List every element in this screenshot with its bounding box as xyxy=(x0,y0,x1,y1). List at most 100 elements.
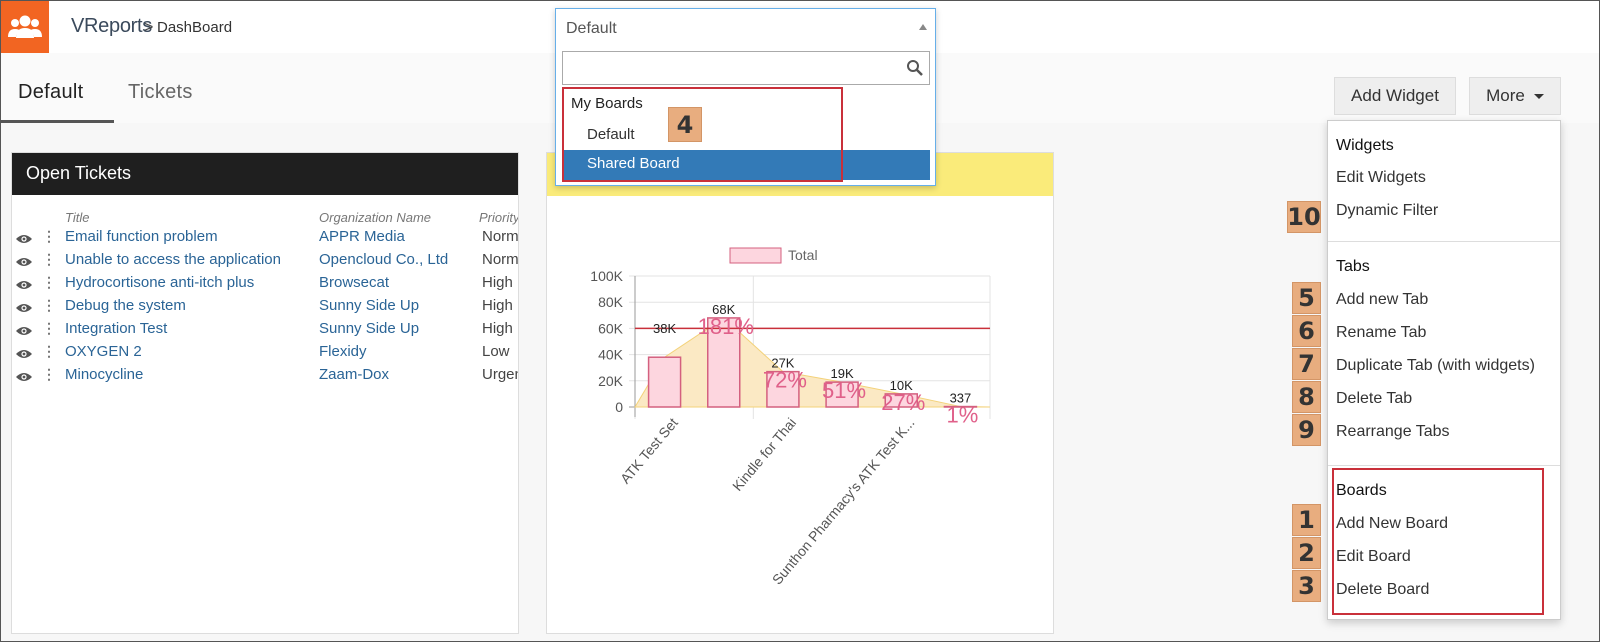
app-logo[interactable] xyxy=(1,1,49,53)
ticket-priority: Normal xyxy=(482,251,519,268)
view-eye-icon[interactable] xyxy=(16,324,32,341)
ticket-organization-link[interactable]: Sunny Side Up xyxy=(319,297,420,314)
open-tickets-widget: Open Tickets Title Organization Name Pri… xyxy=(11,152,519,634)
y-tick-label: 60K xyxy=(598,320,624,336)
ticket-title-link[interactable]: Email function problem xyxy=(65,228,218,245)
step-badge-1: 1 xyxy=(1292,504,1321,536)
y-tick-label: 0 xyxy=(615,399,623,415)
view-eye-icon[interactable] xyxy=(16,232,32,249)
menu-item-edit-widgets[interactable]: Edit Widgets xyxy=(1336,169,1426,186)
board-search-input[interactable] xyxy=(562,51,930,85)
ticket-title-link[interactable]: OXYGEN 2 xyxy=(65,343,142,360)
percent-label: 27% xyxy=(881,390,925,415)
ticket-organization-link[interactable]: Opencloud Co., Ltd xyxy=(319,251,449,268)
y-tick-label: 80K xyxy=(598,294,624,310)
board-select-dropdown[interactable]: Default My Boards Default Shared Board xyxy=(555,8,936,186)
value-label: 68K xyxy=(712,302,735,317)
column-header-priority[interactable]: Priority xyxy=(479,210,519,225)
menu-item-add-new-board[interactable]: Add New Board xyxy=(1336,515,1449,532)
row-actions-icon[interactable]: ⋮ xyxy=(42,343,56,359)
more-dropdown-menu xyxy=(1327,120,1561,620)
row-actions-icon[interactable]: ⋮ xyxy=(42,228,56,244)
table-row: ⋮ OXYGEN 2 Flexidy Low xyxy=(12,343,518,366)
ticket-title-link[interactable]: Hydrocortisone anti-itch plus xyxy=(65,274,255,291)
highlight-frame-boards xyxy=(562,87,843,182)
table-row: ⋮ Unable to access the application Openclo… xyxy=(12,251,519,274)
table-row: ⋮ Minocycline Zaam-Dox Urgent xyxy=(12,366,518,389)
view-eye-icon[interactable] xyxy=(16,278,32,295)
ticket-priority: High xyxy=(482,320,513,337)
menu-section-boards: Boards xyxy=(1336,482,1387,499)
board-option-shared-board[interactable]: Shared Board xyxy=(562,150,930,180)
percent-label: 72% xyxy=(763,368,807,393)
table-row: ⋮ Hydrocortisone anti-itch plus Browsecat H… xyxy=(12,274,518,297)
legend-swatch xyxy=(729,247,782,264)
ticket-title-link[interactable]: Integration Test xyxy=(65,320,168,337)
menu-item-edit-board[interactable]: Edit Board xyxy=(1336,548,1411,565)
menu-item-delete-board[interactable]: Delete Board xyxy=(1336,581,1430,598)
ticket-title-link[interactable]: Debug the system xyxy=(65,297,186,314)
tab-tickets[interactable]: Tickets xyxy=(128,81,193,103)
column-header-organization[interactable]: Organization Name xyxy=(319,210,431,225)
caret-up-icon[interactable] xyxy=(919,24,927,30)
menu-item-rearrange-tabs[interactable]: Rearrange Tabs xyxy=(1336,423,1450,440)
column-header-title[interactable]: Title xyxy=(65,210,90,225)
ticket-organization-link[interactable]: Sunny Side Up xyxy=(319,320,420,337)
more-button[interactable]: More xyxy=(1469,77,1561,115)
ticket-priority: High xyxy=(482,297,513,314)
x-tick-label: ATK Test Set xyxy=(617,415,681,487)
row-actions-icon[interactable]: ⋮ xyxy=(42,251,56,267)
step-badge-6: 6 xyxy=(1292,315,1321,347)
row-actions-icon[interactable]: ⋮ xyxy=(42,297,56,313)
search-icon xyxy=(907,60,923,76)
menu-item-add-new-tab[interactable]: Add new Tab xyxy=(1336,291,1429,308)
table-row: ⋮ Integration Test Sunny Side Up High xyxy=(12,320,518,343)
step-badge-9: 9 xyxy=(1292,414,1321,446)
add-widget-button[interactable]: Add Widget xyxy=(1334,77,1456,115)
view-eye-icon[interactable] xyxy=(16,301,32,318)
menu-item-rename-tab[interactable]: Rename Tab xyxy=(1336,324,1427,341)
row-actions-icon[interactable]: ⋮ xyxy=(42,320,56,336)
ticket-title-link[interactable]: Minocycline xyxy=(65,366,144,383)
value-label: 337 xyxy=(950,391,972,406)
menu-item-delete-tab[interactable]: Delete Tab xyxy=(1336,390,1413,407)
ticket-organization-link[interactable]: APPR Media xyxy=(319,228,405,245)
ticket-organization-link[interactable]: Browsecat xyxy=(319,274,390,291)
legend-label: Total xyxy=(788,247,818,263)
ticket-organization-link[interactable]: Zaam-Dox xyxy=(319,366,390,383)
step-badge-8: 8 xyxy=(1292,381,1321,413)
ticket-priority: High xyxy=(482,274,513,291)
value-label: 19K xyxy=(831,366,854,381)
brand-title[interactable]: VReports xyxy=(71,15,152,37)
step-badge-2: 2 xyxy=(1292,537,1321,569)
step-badge-4: 4 xyxy=(668,107,702,142)
ticket-organization-link[interactable]: Flexidy xyxy=(319,343,367,360)
menu-divider xyxy=(1328,465,1560,466)
view-eye-icon[interactable] xyxy=(16,347,32,364)
value-label: 10K xyxy=(890,378,913,393)
view-eye-icon[interactable] xyxy=(16,370,32,387)
active-tab-indicator xyxy=(1,120,114,123)
highlight-frame-board-actions xyxy=(1332,468,1544,615)
percent-label: 181% xyxy=(698,314,754,339)
view-eye-icon[interactable] xyxy=(16,255,32,272)
row-actions-icon[interactable]: ⋮ xyxy=(42,366,56,382)
bar xyxy=(884,393,918,408)
board-select-value[interactable]: Default xyxy=(566,20,617,37)
menu-item-duplicate-tab-with-widgets[interactable]: Duplicate Tab (with widgets) xyxy=(1336,357,1535,374)
row-actions-icon[interactable]: ⋮ xyxy=(42,274,56,290)
ticket-priority: Low xyxy=(482,343,510,360)
step-badge-3: 3 xyxy=(1292,570,1321,602)
more-label: More xyxy=(1486,86,1525,105)
ticket-title-link[interactable]: Unable to access the application xyxy=(65,251,281,268)
menu-item-dynamic-filter[interactable]: Dynamic Filter xyxy=(1336,202,1439,219)
table-row: ⋮ Debug the system Sunny Side Up High xyxy=(12,297,518,320)
bar xyxy=(647,356,682,408)
caret-down-icon xyxy=(1533,93,1544,99)
breadcrumb-current: DashBoard xyxy=(157,19,233,36)
menu-section-tabs: Tabs xyxy=(1336,258,1370,275)
board-option-default[interactable]: Default xyxy=(587,126,635,143)
table-row: ⋮ Email function problem APPR Media Normal xyxy=(12,228,518,251)
tab-default[interactable]: Default xyxy=(18,81,84,103)
